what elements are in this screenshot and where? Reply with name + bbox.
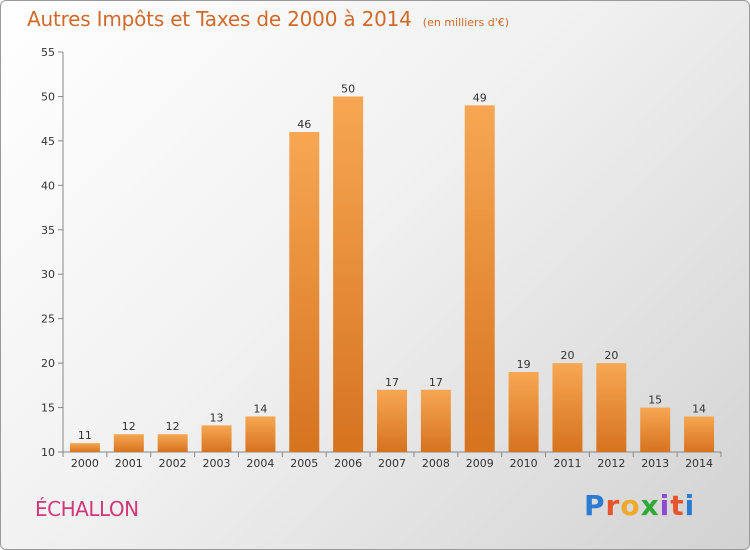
bar-value-label: 17 (429, 376, 443, 389)
y-tick-label: 20 (41, 357, 55, 370)
chart-bars: 11 12 12 13 14 46 50 17 17 49 19 20 20 15 14 (69, 82, 715, 452)
bar-value-label: 50 (341, 82, 355, 95)
x-tick-label: 2008 (422, 457, 450, 470)
bar-value-label: 20 (604, 349, 618, 362)
x-tick-label: 2002 (159, 457, 187, 470)
chart-axes: 10 15 20 25 30 35 40 45 50 55 2000 2001 2002 2003 2004… (41, 46, 722, 470)
bar (464, 105, 495, 452)
bar (552, 363, 583, 452)
bar (333, 96, 364, 452)
chart-title-block: Autres Impôts et Taxes de 2000 à 2014 (e… (27, 7, 509, 31)
x-tick-label: 2006 (334, 457, 362, 470)
bar-value-label: 20 (560, 349, 574, 362)
x-tick-label: 2001 (115, 457, 143, 470)
x-tick-label: 2005 (290, 457, 318, 470)
y-tick-label: 15 (41, 402, 55, 415)
x-tick-label: 2014 (685, 457, 713, 470)
x-tick-label: 2003 (203, 457, 231, 470)
bar-value-label: 19 (517, 358, 531, 371)
bar (245, 416, 276, 452)
y-tick-label: 10 (41, 446, 55, 459)
x-tick-label: 2011 (553, 457, 581, 470)
bar (684, 416, 715, 452)
bar (640, 407, 671, 452)
bar (69, 443, 100, 452)
x-tick-label: 2010 (510, 457, 538, 470)
x-tick-label: 2012 (597, 457, 625, 470)
bar-value-label: 14 (253, 402, 267, 415)
bar-value-label: 12 (166, 420, 180, 433)
bar-value-label: 46 (297, 118, 311, 131)
bar (377, 389, 407, 452)
y-tick-label: 30 (41, 268, 55, 281)
x-tick-label: 2009 (466, 457, 494, 470)
y-tick-label: 25 (41, 313, 55, 326)
y-tick-label: 55 (41, 46, 55, 59)
x-tick-label: 2007 (378, 457, 406, 470)
y-tick-label: 35 (41, 224, 55, 237)
bar (508, 372, 539, 452)
bar (596, 363, 627, 452)
chart-title: Autres Impôts et Taxes de 2000 à 2014 (27, 7, 412, 31)
bar (157, 434, 188, 452)
bar-value-label: 14 (692, 402, 706, 415)
bar (420, 389, 451, 452)
y-tick-label: 45 (41, 135, 55, 148)
proxiti-logo[interactable]: Proxiti (584, 489, 696, 522)
bar (289, 132, 320, 452)
x-tick-label: 2013 (641, 457, 669, 470)
x-tick-label: 2000 (71, 457, 99, 470)
bar-value-label: 49 (473, 91, 487, 104)
bar (113, 434, 144, 452)
commune-name: ÉCHALLON (35, 497, 139, 521)
bar-value-label: 15 (648, 394, 662, 407)
y-tick-label: 50 (41, 90, 55, 103)
x-tick-label: 2004 (246, 457, 274, 470)
bar-value-label: 12 (122, 420, 136, 433)
y-tick-label: 40 (41, 179, 55, 192)
bar-value-label: 13 (210, 411, 224, 424)
chart-subtitle: (en milliers d'€) (422, 16, 510, 29)
bar-value-label: 11 (78, 429, 92, 442)
bar-value-label: 17 (385, 376, 399, 389)
bar (201, 425, 232, 452)
